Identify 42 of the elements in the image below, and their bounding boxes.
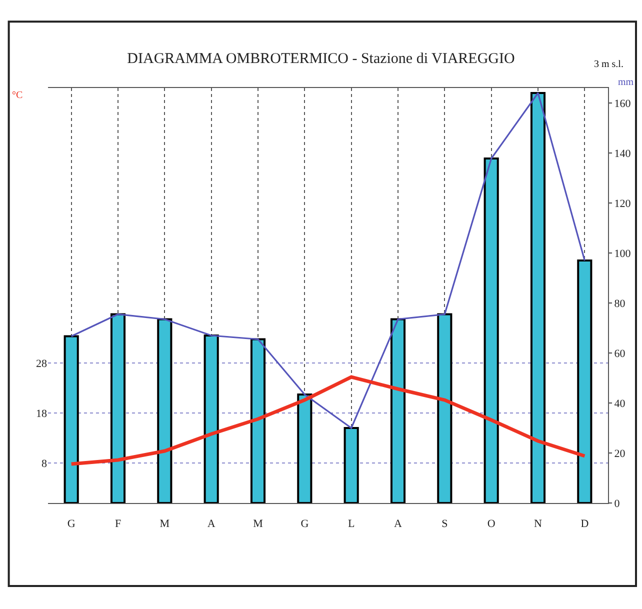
x-tick-label: D	[580, 518, 589, 530]
line-series	[70, 375, 586, 466]
bar	[344, 427, 359, 503]
text: °C	[12, 90, 23, 101]
line-series	[70, 92, 586, 429]
x-tick-label: F	[114, 518, 122, 530]
y2-tick-label: 40	[614, 398, 626, 410]
x-tick-label: L	[348, 518, 355, 530]
x-tick-label: A	[207, 518, 216, 530]
bar	[437, 313, 452, 503]
y-tick-label: 18	[36, 408, 48, 420]
x-tick-label: G	[67, 518, 76, 530]
bar	[250, 338, 266, 503]
x-tick-label: S	[442, 518, 448, 530]
y2-tick-label: 0	[614, 498, 620, 510]
bar	[484, 158, 499, 503]
bar	[110, 313, 126, 503]
y-tick-label: 8	[42, 458, 48, 470]
y2-tick-label: 120	[614, 198, 632, 210]
bar	[157, 318, 172, 503]
y-tick-label: 28	[36, 358, 48, 370]
y2-tick-label: 80	[614, 298, 626, 310]
y2-tick-label: 20	[614, 448, 626, 460]
y2-tick-label: 160	[614, 98, 632, 110]
x-tick-label: G	[300, 518, 309, 530]
x-tick-label: N	[534, 518, 542, 530]
x-tick-label: M	[160, 518, 170, 530]
bar	[577, 260, 592, 503]
bar	[390, 318, 406, 503]
x-tick-label: O	[487, 518, 496, 530]
text: 3 m s.l.	[594, 59, 624, 70]
bar	[204, 334, 219, 503]
bar	[297, 394, 312, 503]
bar	[530, 92, 546, 503]
chart-title: DIAGRAMMA OMBROTERMICO - Stazione di VIAREGGIO	[127, 51, 515, 68]
y2-tick-label: 60	[614, 348, 626, 360]
bar	[64, 335, 79, 503]
y2-tick-label: 100	[614, 248, 632, 260]
x-tick-label: M	[253, 518, 264, 530]
text: mm	[618, 77, 634, 88]
x-tick-label: A	[394, 518, 402, 530]
y2-tick-label: 140	[614, 148, 632, 160]
